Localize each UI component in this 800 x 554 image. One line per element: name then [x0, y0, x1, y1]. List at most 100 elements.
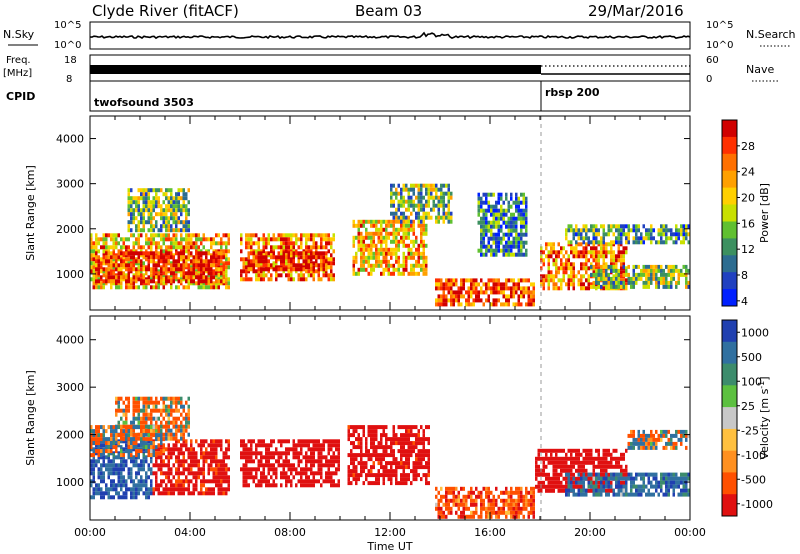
data-cell [580, 236, 583, 241]
data-cell [160, 449, 163, 454]
data-cell [352, 263, 355, 268]
data-cell [405, 235, 408, 240]
data-cell [527, 302, 530, 307]
data-cell [420, 235, 423, 240]
data-cell [90, 245, 93, 250]
data-cell [610, 228, 613, 233]
data-cell [380, 235, 383, 240]
data-cell [622, 254, 625, 259]
data-cell [382, 445, 385, 450]
data-cell [262, 455, 265, 460]
data-cell [180, 479, 183, 484]
data-cell [457, 294, 460, 299]
data-cell [460, 278, 463, 283]
data-cell [652, 268, 655, 273]
data-cell [165, 259, 168, 264]
data-cell [172, 396, 175, 401]
data-cell [412, 203, 415, 208]
data-cell [170, 200, 173, 205]
data-cell [255, 263, 258, 268]
data-cell [427, 457, 430, 462]
data-cell [635, 264, 638, 269]
data-cell [322, 267, 325, 272]
data-cell [262, 273, 265, 278]
data-cell [482, 290, 485, 295]
data-cell [107, 459, 110, 464]
data-cell [352, 433, 355, 438]
data-cell [287, 245, 290, 250]
data-cell [335, 471, 338, 476]
data-cell [320, 459, 323, 464]
data-cell [612, 258, 615, 263]
data-cell [270, 443, 273, 448]
data-cell [242, 265, 245, 270]
data-cell [662, 272, 665, 277]
data-cell [522, 220, 525, 225]
data-cell [145, 416, 148, 421]
data-cell [450, 282, 453, 287]
data-cell [380, 473, 383, 478]
data-cell [267, 251, 270, 256]
data-cell [162, 400, 165, 405]
data-cell [597, 250, 600, 255]
data-cell [517, 212, 520, 217]
data-cell [367, 425, 370, 430]
data-cell [315, 259, 318, 264]
data-cell [197, 267, 200, 272]
data-cell [125, 433, 128, 438]
data-cell [662, 280, 665, 285]
data-cell [685, 268, 688, 273]
data-cell [455, 486, 458, 491]
data-cell [280, 249, 283, 254]
data-cell [320, 255, 323, 260]
data-cell [377, 473, 380, 478]
data-cell [92, 253, 95, 258]
data-cell [167, 487, 170, 492]
data-cell [227, 249, 230, 254]
data-cell [360, 247, 363, 252]
data-cell [492, 232, 495, 237]
data-cell [420, 215, 423, 220]
data-cell [502, 212, 505, 217]
data-cell [422, 465, 425, 470]
data-cell [162, 437, 165, 442]
data-cell [282, 237, 285, 242]
data-cell [625, 268, 628, 273]
data-cell [142, 479, 145, 484]
data-cell [212, 487, 215, 492]
data-cell [632, 240, 635, 245]
data-cell [115, 449, 118, 454]
data-cell [315, 447, 318, 452]
data-cell [447, 211, 450, 216]
data-cell [460, 498, 463, 503]
data-cell [500, 204, 503, 209]
data-cell [157, 429, 160, 434]
data-cell [625, 278, 628, 283]
data-cell [352, 259, 355, 264]
data-cell [362, 243, 365, 248]
data-cell [562, 274, 565, 279]
data-cell [682, 224, 685, 229]
data-cell [472, 282, 475, 287]
data-cell [125, 439, 128, 444]
data-cell [177, 263, 180, 268]
data-cell [175, 447, 178, 452]
data-cell [185, 237, 188, 242]
data-cell [305, 479, 308, 484]
data-cell [292, 439, 295, 444]
data-cell [127, 433, 130, 438]
data-cell [97, 459, 100, 464]
data-cell [500, 228, 503, 233]
data-cell [95, 451, 98, 456]
data-cell [170, 491, 173, 496]
data-cell [400, 187, 403, 192]
data-cell [392, 231, 395, 236]
data-cell [517, 298, 520, 303]
data-cell [127, 445, 130, 450]
data-cell [212, 255, 215, 260]
data-cell [300, 237, 303, 242]
data-cell [635, 232, 638, 237]
data-cell [287, 459, 290, 464]
data-cell [147, 412, 150, 417]
data-cell [300, 483, 303, 488]
